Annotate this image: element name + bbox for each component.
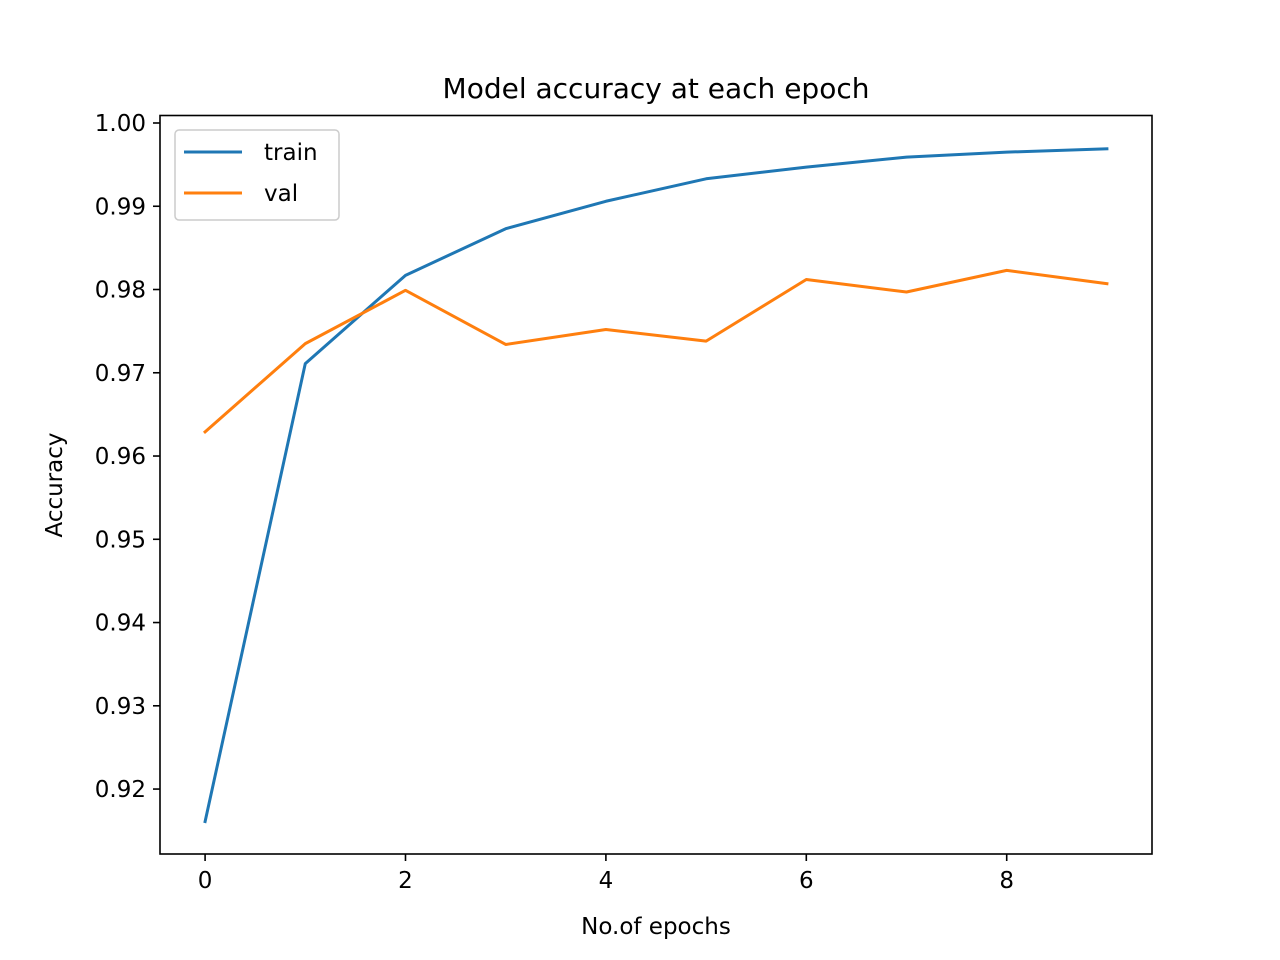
y-tick-label: 0.99: [95, 194, 146, 220]
legend-items: train val: [184, 140, 318, 207]
y-axis-ticks: 0.92 0.93 0.94 0.95 0.96 0.97 0.98 0.99 1.00: [95, 111, 160, 803]
y-axis-label: Accuracy: [42, 432, 68, 537]
y-tick-label: 0.96: [95, 444, 146, 470]
series-line-val: [202, 268, 1109, 434]
legend-label-val: val: [264, 181, 298, 207]
y-tick-label: 0.92: [95, 777, 146, 803]
x-tick-label: 2: [398, 868, 413, 894]
x-tick-label: 4: [599, 868, 614, 894]
x-tick-label: 0: [198, 868, 213, 894]
legend-label-train: train: [264, 140, 318, 166]
y-tick-label: 1.00: [95, 111, 146, 137]
y-tick-label: 0.95: [95, 527, 146, 553]
chart-title: Model accuracy at each epoch: [443, 72, 870, 105]
x-tick-label: 8: [999, 868, 1014, 894]
series-layer: [202, 147, 1109, 824]
plot-frame: [159, 114, 1153, 855]
y-tick-label: 0.98: [95, 278, 146, 304]
y-tick-label: 0.97: [95, 361, 146, 387]
x-axis-ticks: 0 2 4 6 8: [198, 854, 1014, 894]
y-tick-label: 0.94: [95, 611, 146, 637]
series-line-train: [203, 147, 1109, 824]
y-tick-label: 0.93: [95, 694, 146, 720]
legend: train val: [174, 129, 340, 221]
x-axis-label: No.of epochs: [581, 914, 731, 940]
x-tick-label: 6: [799, 868, 814, 894]
